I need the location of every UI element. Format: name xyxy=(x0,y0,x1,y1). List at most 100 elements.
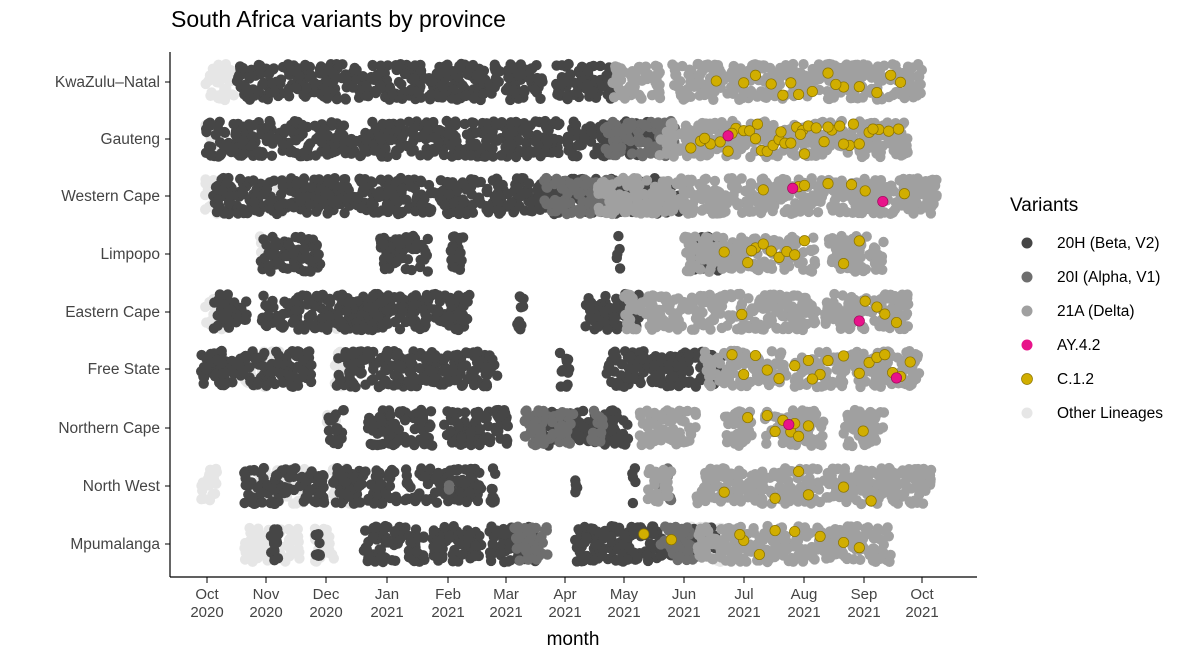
point-c-1-2 xyxy=(818,136,830,148)
point-20h-beta-v2 xyxy=(375,60,386,71)
point-20h-beta-v2 xyxy=(316,322,328,333)
point-21a-delta xyxy=(731,324,743,335)
point-20h-beta-v2 xyxy=(517,301,529,312)
point-c-1-2 xyxy=(746,245,758,257)
point-20h-beta-v2 xyxy=(357,71,369,82)
point-20i-alpha-v1 xyxy=(569,182,580,193)
point-20h-beta-v2 xyxy=(278,321,289,332)
point-20h-beta-v2 xyxy=(273,200,285,212)
point-20h-beta-v2 xyxy=(609,351,620,362)
point-20h-beta-v2 xyxy=(239,351,250,363)
point-c-1-2 xyxy=(847,118,859,130)
point-20h-beta-v2 xyxy=(341,194,352,205)
point-20h-beta-v2 xyxy=(238,207,249,219)
point-20h-beta-v2 xyxy=(492,180,504,192)
point-20h-beta-v2 xyxy=(527,206,538,217)
point-20h-beta-v2 xyxy=(300,59,311,71)
point-20h-beta-v2 xyxy=(449,180,461,191)
point-21a-delta xyxy=(911,86,922,97)
point-20h-beta-v2 xyxy=(397,306,408,317)
point-20h-beta-v2 xyxy=(329,173,340,184)
point-20h-beta-v2 xyxy=(270,236,281,247)
point-20h-beta-v2 xyxy=(205,120,217,131)
point-20h-beta-v2 xyxy=(335,374,346,385)
point-20i-alpha-v1 xyxy=(549,198,560,209)
point-20h-beta-v2 xyxy=(468,175,479,186)
point-20h-beta-v2 xyxy=(457,232,469,243)
point-20h-beta-v2 xyxy=(429,352,440,364)
point-20h-beta-v2 xyxy=(535,93,546,105)
point-c-1-2 xyxy=(777,89,789,101)
point-21a-delta xyxy=(682,208,694,219)
point-ay-4-2 xyxy=(722,130,734,142)
point-21a-delta xyxy=(808,244,820,255)
point-20h-beta-v2 xyxy=(385,134,397,146)
point-20h-beta-v2 xyxy=(359,181,370,193)
point-21a-delta xyxy=(848,92,859,104)
point-21a-delta xyxy=(820,318,831,329)
point-20h-beta-v2 xyxy=(569,77,580,88)
point-20h-beta-v2 xyxy=(395,360,407,371)
point-21a-delta xyxy=(743,187,754,198)
point-20h-beta-v2 xyxy=(219,126,230,138)
point-c-1-2 xyxy=(718,246,730,258)
point-20h-beta-v2 xyxy=(407,125,419,136)
point-20h-beta-v2 xyxy=(267,77,278,89)
point-21a-delta xyxy=(903,76,915,87)
point-20h-beta-v2 xyxy=(263,260,274,271)
point-20h-beta-v2 xyxy=(228,118,239,130)
point-20h-beta-v2 xyxy=(401,140,413,152)
chart-title: South Africa variants by province xyxy=(171,6,506,32)
point-20h-beta-v2 xyxy=(422,233,433,245)
point-20h-beta-v2 xyxy=(368,307,380,318)
point-21a-delta xyxy=(798,58,809,70)
point-21a-delta xyxy=(779,206,790,218)
point-20h-beta-v2 xyxy=(449,350,460,361)
point-20h-beta-v2 xyxy=(298,266,309,277)
point-21a-delta xyxy=(623,322,635,333)
point-20h-beta-v2 xyxy=(552,89,563,100)
point-21a-delta xyxy=(705,316,716,327)
point-other-lineages xyxy=(215,93,226,104)
point-21a-delta xyxy=(789,306,800,318)
point-20h-beta-v2 xyxy=(323,64,334,76)
point-21a-delta xyxy=(668,311,679,323)
point-21a-delta xyxy=(886,180,897,191)
point-20h-beta-v2 xyxy=(223,315,235,326)
point-20h-beta-v2 xyxy=(468,379,480,391)
point-20h-beta-v2 xyxy=(414,261,426,273)
point-21a-delta xyxy=(686,130,697,141)
point-20i-alpha-v1 xyxy=(611,127,623,138)
point-20h-beta-v2 xyxy=(381,351,393,362)
point-c-1-2 xyxy=(798,148,811,160)
point-21a-delta xyxy=(682,247,693,258)
point-20h-beta-v2 xyxy=(290,82,302,94)
point-21a-delta xyxy=(785,69,796,80)
point-20h-beta-v2 xyxy=(387,89,398,100)
point-21a-delta xyxy=(786,148,798,159)
point-20h-beta-v2 xyxy=(401,194,412,205)
point-20h-beta-v2 xyxy=(487,354,498,365)
point-21a-delta xyxy=(745,304,757,316)
point-20h-beta-v2 xyxy=(215,358,227,369)
point-20h-beta-v2 xyxy=(454,204,466,216)
point-21a-delta xyxy=(890,60,901,71)
point-20h-beta-v2 xyxy=(542,136,553,147)
point-21a-delta xyxy=(716,322,728,334)
point-20h-beta-v2 xyxy=(465,150,476,161)
point-21a-delta xyxy=(728,189,739,201)
point-21a-delta xyxy=(633,61,645,73)
point-c-1-2 xyxy=(710,75,722,87)
point-21a-delta xyxy=(610,205,621,216)
point-21a-delta xyxy=(766,263,778,274)
point-20h-beta-v2 xyxy=(362,348,374,359)
point-20h-beta-v2 xyxy=(563,145,574,156)
point-20h-beta-v2 xyxy=(311,290,322,302)
point-21a-delta xyxy=(767,300,778,311)
point-20h-beta-v2 xyxy=(414,363,425,374)
point-20h-beta-v2 xyxy=(290,231,301,243)
point-20h-beta-v2 xyxy=(613,378,624,390)
point-21a-delta xyxy=(651,322,662,333)
point-21a-delta xyxy=(653,85,665,97)
point-20h-beta-v2 xyxy=(471,127,482,138)
